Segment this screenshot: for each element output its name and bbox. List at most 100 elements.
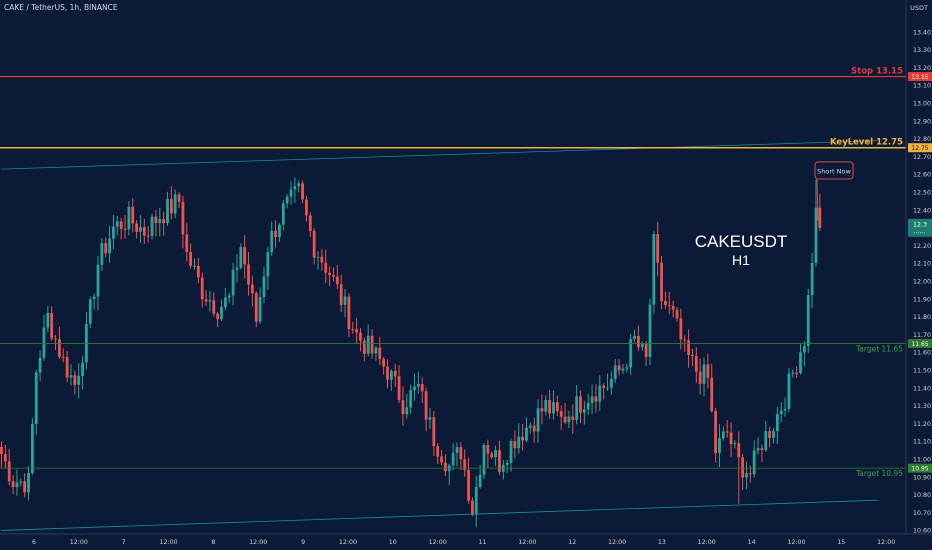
candle xyxy=(92,293,96,310)
candle-body xyxy=(729,432,733,445)
candle-body xyxy=(85,323,88,363)
candle-body xyxy=(247,264,250,285)
candle-body xyxy=(227,295,231,298)
candle xyxy=(239,243,243,270)
candle-body xyxy=(359,332,362,341)
callout-leader xyxy=(816,177,819,221)
candle-body xyxy=(764,431,768,451)
price-tick-label: 12.20 xyxy=(913,243,931,250)
candle-body xyxy=(613,365,617,380)
candle-body xyxy=(602,385,606,388)
candle xyxy=(664,291,667,309)
candle-body xyxy=(297,183,301,187)
candle xyxy=(710,363,714,413)
candle xyxy=(100,237,104,272)
candle xyxy=(374,345,378,361)
candle-body xyxy=(328,272,331,275)
candle xyxy=(779,401,783,423)
candle-body xyxy=(451,452,455,466)
keylevel-badge xyxy=(908,143,932,153)
candle xyxy=(227,292,231,304)
candle-body xyxy=(239,247,243,268)
candle-body xyxy=(505,462,509,465)
candle xyxy=(563,402,567,425)
candle-body xyxy=(733,443,737,445)
candle xyxy=(498,440,501,476)
candle xyxy=(582,400,586,425)
candle-body xyxy=(660,262,663,302)
candle-body xyxy=(486,445,490,454)
candle xyxy=(598,375,602,411)
candle xyxy=(482,443,486,479)
candle-body xyxy=(23,481,27,493)
candle-body xyxy=(150,216,154,237)
candle-body xyxy=(772,431,775,438)
candle xyxy=(505,459,509,473)
candle-body xyxy=(718,438,721,454)
candle-body xyxy=(223,297,227,308)
candle-body xyxy=(752,450,756,475)
candle-body xyxy=(274,230,277,238)
candle xyxy=(189,243,193,269)
candle xyxy=(150,213,154,240)
candle xyxy=(772,427,775,444)
candle-body xyxy=(579,396,582,413)
price-tick-label: 11.40 xyxy=(913,385,931,392)
price-axis-background xyxy=(906,0,932,550)
candle-body xyxy=(802,346,806,353)
candle xyxy=(115,216,119,236)
candle-body xyxy=(687,340,690,356)
candle xyxy=(85,311,88,370)
target-1-badge-text: 11.65 xyxy=(911,341,928,348)
candle-body xyxy=(397,376,401,401)
candle-body xyxy=(810,262,814,296)
candle-body xyxy=(370,335,374,354)
candle-body xyxy=(683,339,687,341)
time-tick-label: 14 xyxy=(748,539,756,546)
candle xyxy=(305,195,308,222)
candle-body xyxy=(440,456,443,463)
candle xyxy=(675,307,679,322)
candle xyxy=(687,329,690,368)
candle xyxy=(552,390,555,420)
candle-body xyxy=(289,189,293,197)
candle xyxy=(606,373,609,391)
candle xyxy=(532,417,536,443)
candle xyxy=(235,254,239,283)
candle-body xyxy=(737,443,741,458)
candle xyxy=(351,322,355,334)
candle-body xyxy=(104,243,108,254)
target-2-badge-text: 10.95 xyxy=(911,465,928,472)
candle xyxy=(135,220,138,239)
candle xyxy=(88,296,92,329)
candle-body xyxy=(316,256,320,258)
candle-body xyxy=(131,206,135,224)
candle-body xyxy=(386,366,389,380)
candle xyxy=(247,252,250,296)
candle-body xyxy=(725,431,729,433)
candle xyxy=(362,337,366,362)
candle-body xyxy=(799,352,802,373)
candle xyxy=(181,195,185,249)
price-tick-label: 13.00 xyxy=(913,101,931,108)
candle-body xyxy=(335,276,339,285)
price-tick-label: 11.70 xyxy=(913,332,931,339)
candle-body xyxy=(401,400,405,415)
candle-body xyxy=(362,340,366,354)
candle xyxy=(7,449,11,486)
price-tick-label: 12.60 xyxy=(913,172,931,179)
candle-body xyxy=(563,416,567,423)
candle-body xyxy=(374,347,378,354)
price-tick-label: 12.40 xyxy=(913,207,931,214)
candle-body xyxy=(787,373,791,409)
candle xyxy=(513,430,517,459)
stop-label: Stop 13.15 xyxy=(851,67,903,77)
candle-body xyxy=(648,304,652,357)
candle xyxy=(297,180,301,193)
candle xyxy=(308,212,312,237)
candle xyxy=(725,419,729,438)
candle xyxy=(432,411,436,456)
candle xyxy=(73,370,77,395)
candle-body xyxy=(343,296,347,305)
